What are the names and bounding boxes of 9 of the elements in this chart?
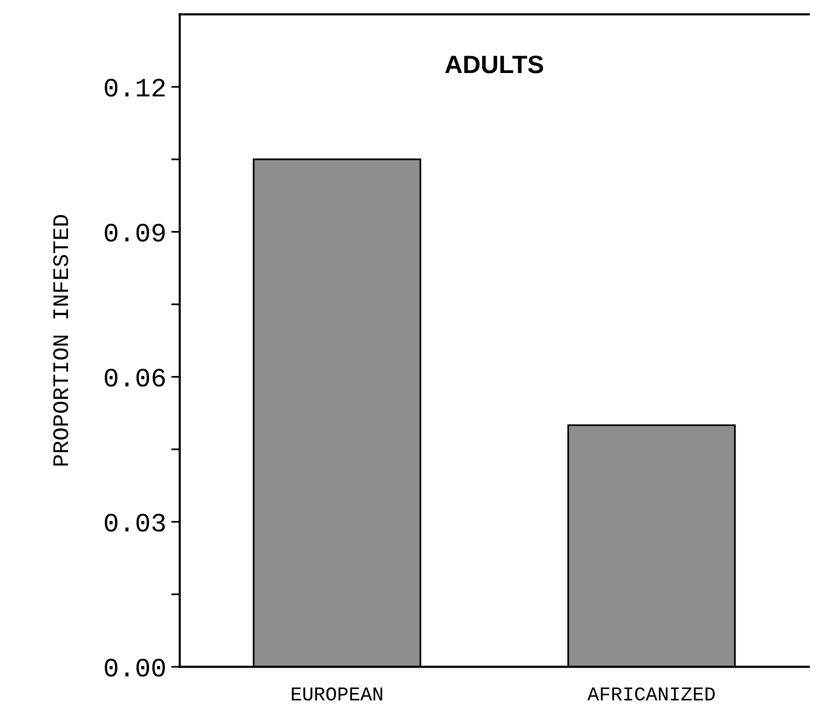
y-tick-label: 0.09 <box>104 224 165 242</box>
y-tick-label: 0.00 <box>104 658 165 677</box>
y-tick-label: 0.12 <box>104 78 165 97</box>
x-tick-label: AFRICANIZED <box>587 687 715 701</box>
text: ADULTS <box>445 56 544 74</box>
x-tick-label: EUROPEAN <box>292 687 382 701</box>
y-tick-label: 0.06 <box>104 368 165 387</box>
y-tick-label: 0.03 <box>104 514 165 532</box>
y-axis-title: PROPORTION INFESTED <box>53 215 68 466</box>
